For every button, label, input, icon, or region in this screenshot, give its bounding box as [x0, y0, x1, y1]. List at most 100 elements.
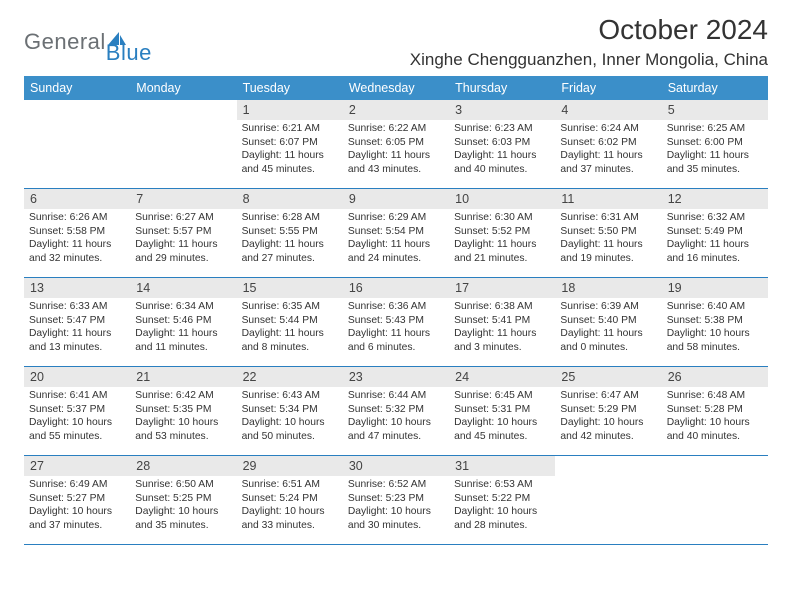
day-body: Sunrise: 6:38 AMSunset: 5:41 PMDaylight:… [449, 298, 555, 358]
day-body: Sunrise: 6:53 AMSunset: 5:22 PMDaylight:… [449, 476, 555, 536]
day-body: Sunrise: 6:24 AMSunset: 6:02 PMDaylight:… [555, 120, 661, 180]
day-sunrise: Sunrise: 6:41 AM [29, 389, 125, 403]
week-row: 1Sunrise: 6:21 AMSunset: 6:07 PMDaylight… [24, 100, 768, 189]
day-daylight2: and 11 minutes. [135, 341, 231, 355]
day-sunrise: Sunrise: 6:49 AM [29, 478, 125, 492]
day-sunset: Sunset: 5:49 PM [667, 225, 763, 239]
day-cell: 10Sunrise: 6:30 AMSunset: 5:52 PMDayligh… [449, 189, 555, 277]
day-body: Sunrise: 6:34 AMSunset: 5:46 PMDaylight:… [130, 298, 236, 358]
day-number: 20 [24, 367, 130, 387]
day-number: 27 [24, 456, 130, 476]
day-sunrise: Sunrise: 6:32 AM [667, 211, 763, 225]
weekday-header: Wednesday [343, 76, 449, 100]
day-daylight2: and 55 minutes. [29, 430, 125, 444]
day-daylight1: Daylight: 11 hours [348, 238, 444, 252]
day-body: Sunrise: 6:23 AMSunset: 6:03 PMDaylight:… [449, 120, 555, 180]
day-daylight1: Daylight: 10 hours [348, 505, 444, 519]
day-daylight2: and 13 minutes. [29, 341, 125, 355]
day-daylight1: Daylight: 10 hours [454, 416, 550, 430]
day-number: 19 [662, 278, 768, 298]
day-sunrise: Sunrise: 6:29 AM [348, 211, 444, 225]
day-sunset: Sunset: 5:40 PM [560, 314, 656, 328]
day-number: 10 [449, 189, 555, 209]
week-row: 20Sunrise: 6:41 AMSunset: 5:37 PMDayligh… [24, 367, 768, 456]
day-number: 25 [555, 367, 661, 387]
day-sunset: Sunset: 5:34 PM [242, 403, 338, 417]
day-cell [555, 456, 661, 544]
day-body: Sunrise: 6:36 AMSunset: 5:43 PMDaylight:… [343, 298, 449, 358]
day-cell: 2Sunrise: 6:22 AMSunset: 6:05 PMDaylight… [343, 100, 449, 188]
day-daylight2: and 30 minutes. [348, 519, 444, 533]
day-number: 11 [555, 189, 661, 209]
day-number: 29 [237, 456, 343, 476]
day-daylight1: Daylight: 10 hours [135, 505, 231, 519]
day-sunset: Sunset: 5:22 PM [454, 492, 550, 506]
day-sunrise: Sunrise: 6:21 AM [242, 122, 338, 136]
weekday-header: Monday [130, 76, 236, 100]
day-daylight1: Daylight: 11 hours [348, 327, 444, 341]
day-body: Sunrise: 6:28 AMSunset: 5:55 PMDaylight:… [237, 209, 343, 269]
day-number: 1 [237, 100, 343, 120]
day-body: Sunrise: 6:31 AMSunset: 5:50 PMDaylight:… [555, 209, 661, 269]
day-sunrise: Sunrise: 6:33 AM [29, 300, 125, 314]
day-cell: 14Sunrise: 6:34 AMSunset: 5:46 PMDayligh… [130, 278, 236, 366]
day-daylight1: Daylight: 11 hours [454, 327, 550, 341]
day-body: Sunrise: 6:25 AMSunset: 6:00 PMDaylight:… [662, 120, 768, 180]
day-number: 8 [237, 189, 343, 209]
day-daylight2: and 27 minutes. [242, 252, 338, 266]
day-sunset: Sunset: 5:41 PM [454, 314, 550, 328]
day-body: Sunrise: 6:44 AMSunset: 5:32 PMDaylight:… [343, 387, 449, 447]
day-daylight2: and 37 minutes. [560, 163, 656, 177]
weekday-header: Tuesday [237, 76, 343, 100]
day-daylight2: and 19 minutes. [560, 252, 656, 266]
day-sunset: Sunset: 5:38 PM [667, 314, 763, 328]
day-daylight2: and 0 minutes. [560, 341, 656, 355]
day-body: Sunrise: 6:30 AMSunset: 5:52 PMDaylight:… [449, 209, 555, 269]
day-cell: 4Sunrise: 6:24 AMSunset: 6:02 PMDaylight… [555, 100, 661, 188]
day-sunrise: Sunrise: 6:22 AM [348, 122, 444, 136]
day-daylight2: and 45 minutes. [454, 430, 550, 444]
day-daylight1: Daylight: 11 hours [242, 327, 338, 341]
day-daylight2: and 3 minutes. [454, 341, 550, 355]
day-cell: 26Sunrise: 6:48 AMSunset: 5:28 PMDayligh… [662, 367, 768, 455]
day-daylight2: and 45 minutes. [242, 163, 338, 177]
day-cell: 15Sunrise: 6:35 AMSunset: 5:44 PMDayligh… [237, 278, 343, 366]
day-sunrise: Sunrise: 6:27 AM [135, 211, 231, 225]
day-sunset: Sunset: 5:24 PM [242, 492, 338, 506]
day-sunset: Sunset: 5:43 PM [348, 314, 444, 328]
day-daylight1: Daylight: 10 hours [667, 416, 763, 430]
day-daylight2: and 33 minutes. [242, 519, 338, 533]
day-cell [24, 100, 130, 188]
day-number: 4 [555, 100, 661, 120]
day-cell: 29Sunrise: 6:51 AMSunset: 5:24 PMDayligh… [237, 456, 343, 544]
logo-text-general: General [24, 29, 106, 55]
day-daylight2: and 40 minutes. [454, 163, 550, 177]
day-sunset: Sunset: 5:46 PM [135, 314, 231, 328]
day-cell: 13Sunrise: 6:33 AMSunset: 5:47 PMDayligh… [24, 278, 130, 366]
day-number: 2 [343, 100, 449, 120]
title-block: October 2024 Xinghe Chengguanzhen, Inner… [410, 14, 768, 70]
day-body: Sunrise: 6:48 AMSunset: 5:28 PMDaylight:… [662, 387, 768, 447]
day-number: 12 [662, 189, 768, 209]
day-number: 17 [449, 278, 555, 298]
day-body: Sunrise: 6:29 AMSunset: 5:54 PMDaylight:… [343, 209, 449, 269]
day-cell: 30Sunrise: 6:52 AMSunset: 5:23 PMDayligh… [343, 456, 449, 544]
day-cell: 11Sunrise: 6:31 AMSunset: 5:50 PMDayligh… [555, 189, 661, 277]
day-number: 28 [130, 456, 236, 476]
calendar: Sunday Monday Tuesday Wednesday Thursday… [24, 76, 768, 545]
day-daylight2: and 35 minutes. [667, 163, 763, 177]
day-body: Sunrise: 6:41 AMSunset: 5:37 PMDaylight:… [24, 387, 130, 447]
day-sunrise: Sunrise: 6:38 AM [454, 300, 550, 314]
day-sunset: Sunset: 5:32 PM [348, 403, 444, 417]
day-sunset: Sunset: 5:29 PM [560, 403, 656, 417]
day-cell: 3Sunrise: 6:23 AMSunset: 6:03 PMDaylight… [449, 100, 555, 188]
day-daylight2: and 50 minutes. [242, 430, 338, 444]
day-number: 24 [449, 367, 555, 387]
day-daylight2: and 47 minutes. [348, 430, 444, 444]
day-body: Sunrise: 6:42 AMSunset: 5:35 PMDaylight:… [130, 387, 236, 447]
day-cell: 6Sunrise: 6:26 AMSunset: 5:58 PMDaylight… [24, 189, 130, 277]
day-body: Sunrise: 6:47 AMSunset: 5:29 PMDaylight:… [555, 387, 661, 447]
day-cell: 1Sunrise: 6:21 AMSunset: 6:07 PMDaylight… [237, 100, 343, 188]
day-sunrise: Sunrise: 6:24 AM [560, 122, 656, 136]
day-sunrise: Sunrise: 6:51 AM [242, 478, 338, 492]
